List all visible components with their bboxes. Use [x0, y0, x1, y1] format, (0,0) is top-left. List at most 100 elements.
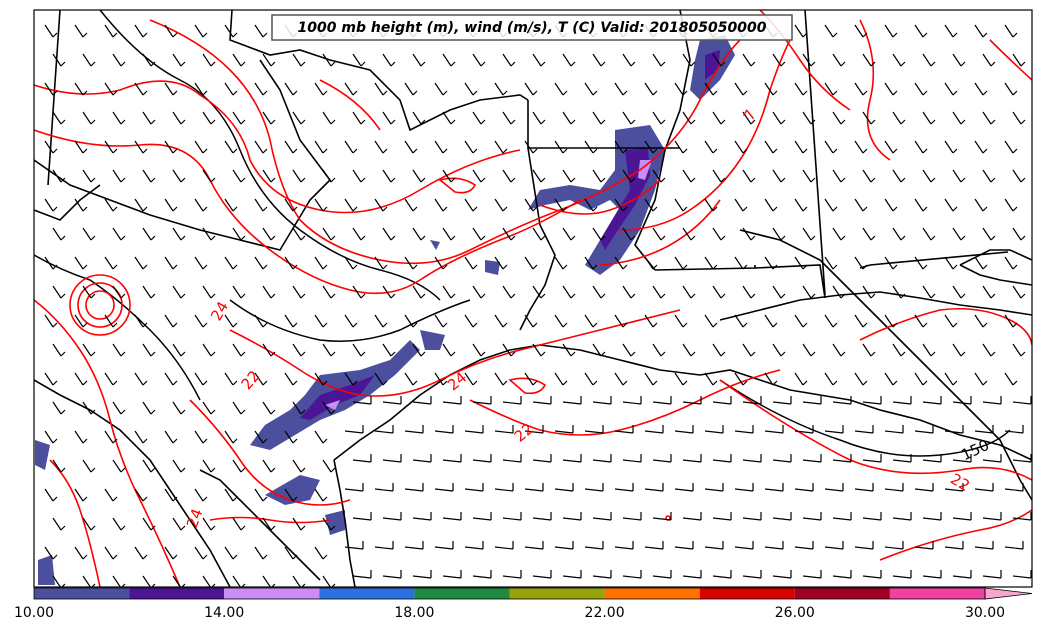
- wind-barb: [404, 140, 418, 154]
- wind-barb: [682, 454, 702, 463]
- wind-barb: [442, 396, 462, 405]
- wind-barbs: [44, 24, 1032, 587]
- wind-barb: [194, 488, 208, 502]
- wind-barb: [254, 24, 268, 38]
- wind-barb: [284, 82, 298, 96]
- wind-barb: [404, 541, 424, 550]
- wind-barb: [112, 517, 126, 531]
- wind-barb: [584, 372, 598, 386]
- wind-barb: [772, 227, 786, 241]
- wind-barb: [854, 198, 868, 212]
- wind-barb: [562, 285, 576, 299]
- wind-barb: [644, 541, 664, 550]
- wind-barb: [554, 425, 574, 434]
- wind-barb: [802, 570, 822, 579]
- wind-barb: [194, 372, 208, 386]
- wind-barb: [262, 53, 276, 67]
- wind-barb: [832, 53, 846, 67]
- wind-barb: [322, 517, 336, 531]
- wind-barb: [554, 541, 574, 550]
- wind-barb: [112, 53, 126, 67]
- wind-barb: [884, 24, 898, 38]
- wind-barb: [344, 541, 364, 550]
- wind-barb: [322, 575, 336, 587]
- wind-barb: [434, 425, 454, 434]
- wind-barb: [1004, 314, 1018, 328]
- wind-barb: [734, 82, 748, 96]
- wind-barb: [224, 546, 238, 560]
- wind-barb: [194, 82, 208, 96]
- wind-barb: [554, 372, 568, 386]
- wind-barb: [262, 343, 276, 357]
- wind-barb: [922, 227, 936, 241]
- wind-barb: [944, 24, 958, 38]
- wind-barb: [104, 140, 118, 154]
- wind-barb: [892, 570, 912, 579]
- wind-barb: [554, 82, 568, 96]
- wind-barb: [982, 454, 1002, 463]
- wind-barb: [974, 425, 994, 434]
- wind-barb: [832, 396, 852, 405]
- wind-barb: [862, 111, 876, 125]
- wind-barb: [52, 285, 66, 299]
- wind-barb: [442, 570, 462, 579]
- wind-barb: [254, 430, 268, 444]
- wind-barb: [742, 570, 762, 579]
- wind-barb: [952, 53, 966, 67]
- colorbar-segment: [604, 588, 700, 599]
- wind-barb: [524, 314, 538, 328]
- wind-barb: [554, 483, 574, 492]
- wind-barb: [794, 425, 814, 434]
- wind-barb: [892, 285, 906, 299]
- wind-barb: [704, 483, 724, 492]
- wind-barb: [682, 169, 696, 183]
- wind-barb: [674, 314, 688, 328]
- wind-barb: [764, 541, 784, 550]
- wind-barb: [412, 169, 426, 183]
- wind-barb: [922, 512, 942, 521]
- wind-barb: [322, 285, 336, 299]
- wind-barb: [794, 372, 808, 386]
- wind-barb: [74, 24, 88, 38]
- wind-barb: [194, 140, 208, 154]
- wind-barb: [802, 396, 822, 405]
- wind-barb: [1012, 169, 1026, 183]
- wind-barb: [172, 401, 186, 415]
- wind-barb: [802, 111, 816, 125]
- wind-barb: [442, 169, 456, 183]
- wind-barb: [164, 546, 178, 560]
- wind-barb: [892, 512, 912, 521]
- wind-barb: [224, 198, 238, 212]
- wind-barb: [164, 430, 178, 444]
- map-background: [34, 10, 1032, 587]
- wind-barb: [854, 256, 868, 270]
- colorbar-extend-arrow: [984, 587, 1033, 600]
- wind-barb: [974, 256, 988, 270]
- wind-barb: [412, 111, 426, 125]
- wind-barb: [104, 546, 118, 560]
- colorbar-tick-label: 18.00: [394, 605, 434, 621]
- wind-barb: [944, 140, 958, 154]
- wind-barb: [734, 425, 754, 434]
- wind-barb: [862, 454, 882, 463]
- wind-barb: [382, 227, 396, 241]
- wind-barb: [232, 343, 246, 357]
- wind-barb: [404, 483, 424, 492]
- wind-barb: [374, 541, 394, 550]
- wind-barb: [854, 140, 868, 154]
- wind-barb: [194, 256, 208, 270]
- wind-barb: [112, 401, 126, 415]
- wind-barb: [374, 198, 388, 212]
- wind-barb: [524, 483, 544, 492]
- colorbar-segment: [34, 588, 130, 599]
- wind-barb: [884, 256, 898, 270]
- wind-barb: [592, 454, 612, 463]
- wind-barb: [292, 343, 306, 357]
- colorbar-tick-label: 30.00: [965, 605, 1005, 621]
- wind-barb: [1012, 454, 1032, 463]
- wind-barb: [352, 111, 366, 125]
- wind-barb: [922, 53, 936, 67]
- wind-barb: [584, 256, 598, 270]
- wind-barb: [404, 372, 418, 386]
- wind-barb: [404, 425, 424, 434]
